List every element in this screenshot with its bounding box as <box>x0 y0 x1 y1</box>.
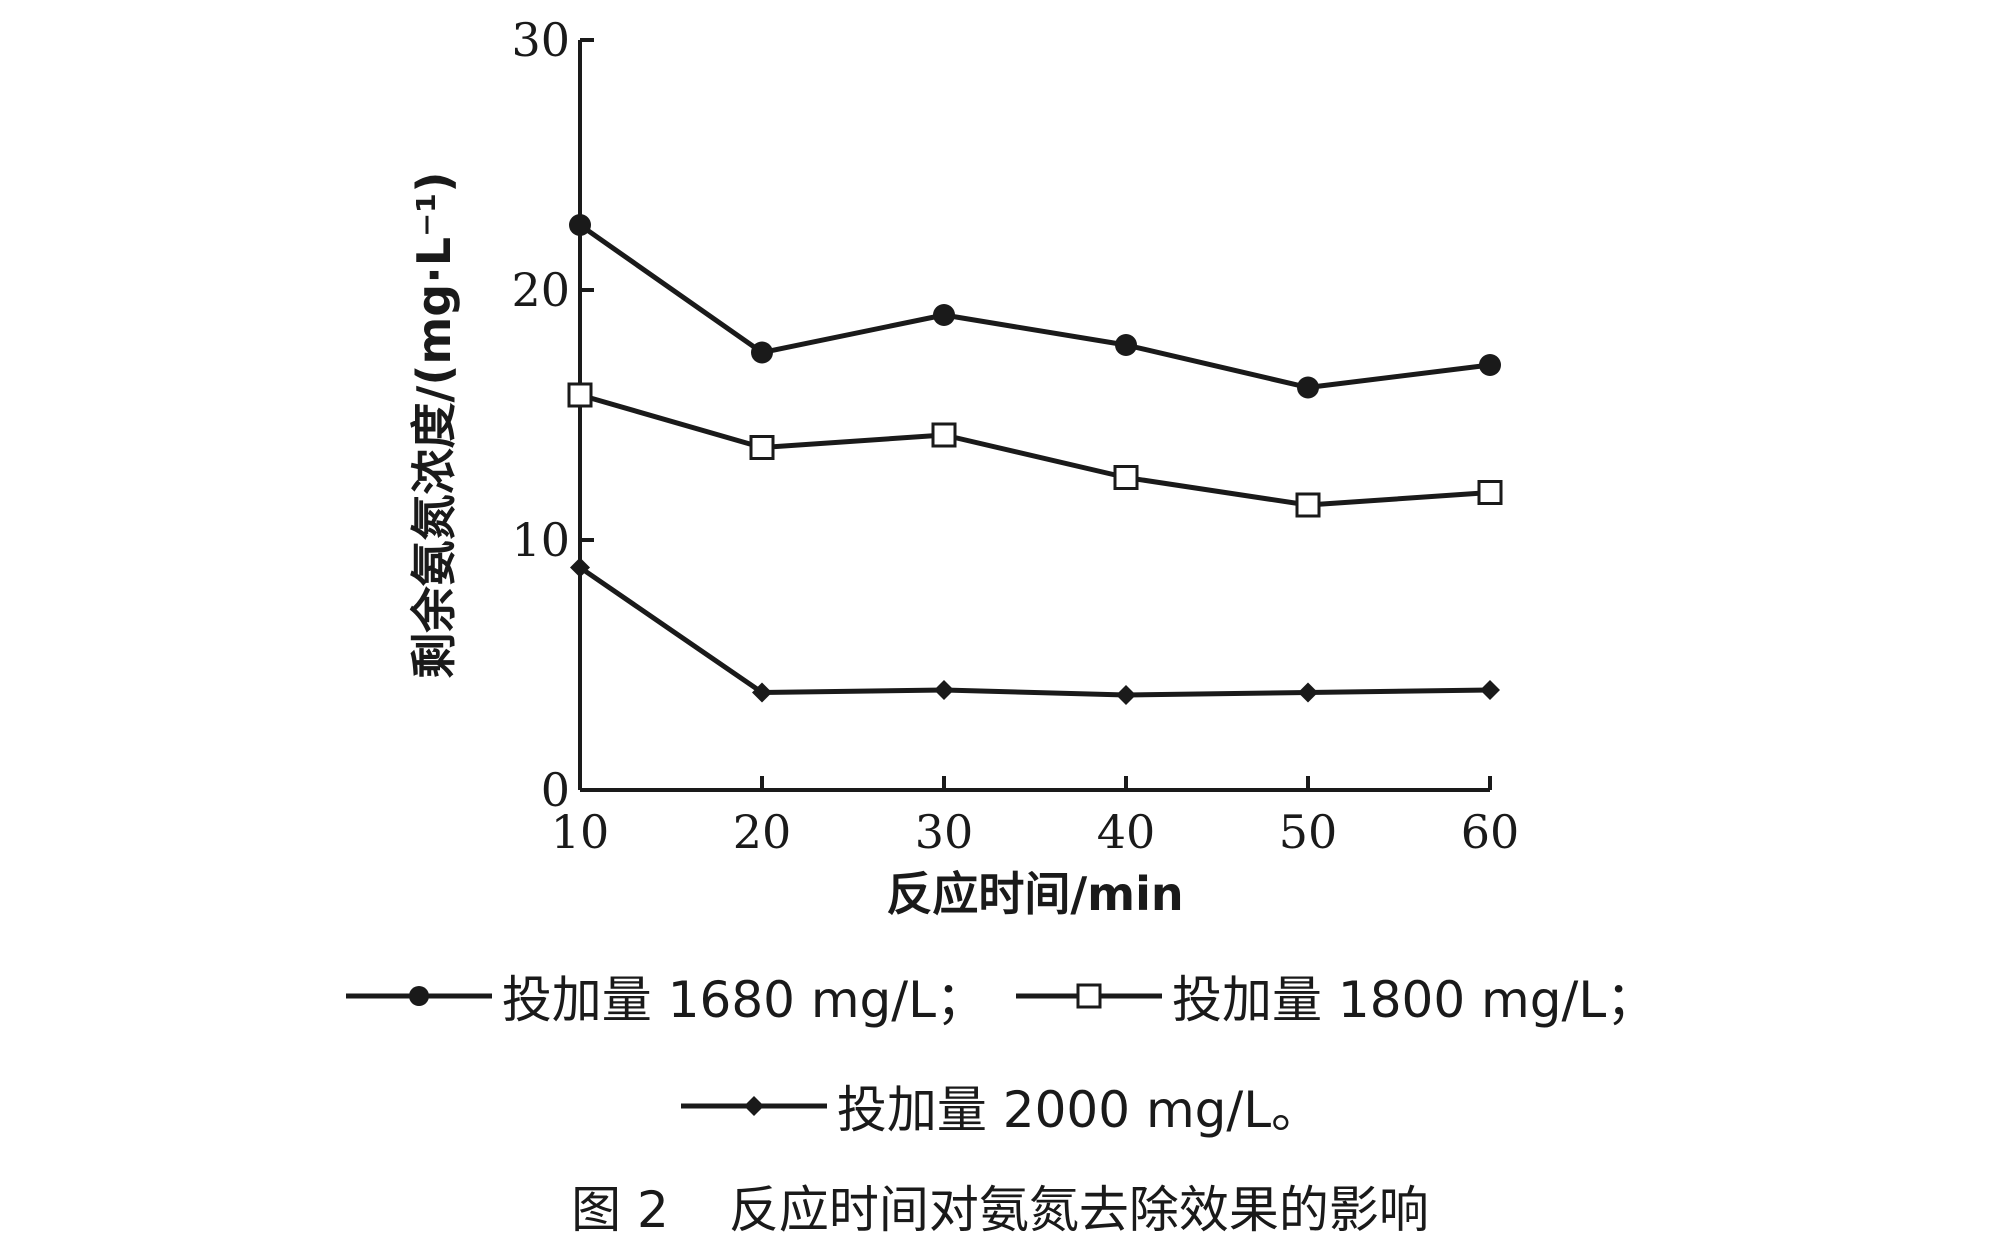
y-tick-label: 0 <box>541 763 570 817</box>
open-square-marker-icon <box>1016 983 1162 1009</box>
legend-label: 投加量 1680 mg/L； <box>501 971 986 1029</box>
x-tick-label: 10 <box>551 805 610 859</box>
data-point-1680 <box>751 341 773 364</box>
data-point-1680 <box>1479 354 1501 376</box>
x-tick-label: 60 <box>1461 805 1520 859</box>
data-point-1800 <box>567 382 593 408</box>
data-point-1800 <box>1295 492 1321 518</box>
data-point-1680 <box>933 304 955 326</box>
y-tick-label: 30 <box>511 13 570 67</box>
data-point-1680 <box>569 214 591 236</box>
filled-diamond-marker-icon <box>680 1096 827 1116</box>
data-point-2000 <box>1298 682 1318 703</box>
legend-row-2: 投加量 2000 mg/L。 <box>0 1070 2000 1142</box>
y-tick-label: 20 <box>511 263 570 317</box>
data-point-2000 <box>934 680 954 700</box>
x-tick-label: 20 <box>733 805 792 859</box>
series-line-2000 <box>578 565 1491 698</box>
data-point-1680 <box>1297 376 1319 399</box>
legend-item-1680: 投加量 1680 mg/L； <box>344 960 986 1032</box>
legend-label: 投加量 2000 mg/L。 <box>836 1081 1322 1139</box>
caption-number: 图 2 <box>571 1181 669 1239</box>
data-point-2000 <box>752 682 772 703</box>
series-line-1680 <box>578 222 1491 390</box>
x-tick-label: 50 <box>1279 805 1338 859</box>
series-layer <box>567 214 1503 705</box>
y-axis-title: 剩余氨氮浓度/(mg·L⁻¹) <box>407 172 461 679</box>
legend-item-1800: 投加量 1800 mg/L； <box>1014 960 1656 1032</box>
caption-text: 反应时间对氨氮去除效果的影响 <box>728 1181 1429 1239</box>
data-point-2000 <box>570 557 590 578</box>
data-point-1800 <box>749 435 775 460</box>
data-point-1800 <box>1477 480 1503 505</box>
x-tick-label: 40 <box>1097 805 1156 859</box>
data-point-1800 <box>1113 465 1139 490</box>
data-point-1800 <box>931 422 957 448</box>
data-point-1680 <box>1115 334 1137 356</box>
data-point-2000 <box>1480 680 1500 700</box>
series-line-1800 <box>579 392 1491 508</box>
legend-item-2000: 投加量 2000 mg/L。 <box>679 1070 1321 1142</box>
filled-circle-marker-icon <box>345 986 492 1006</box>
x-tick-label: 30 <box>915 805 974 859</box>
legend-row-1: 投加量 1680 mg/L； 投加量 1800 mg/L； <box>0 960 2000 1032</box>
figure-caption: 图 2 反应时间对氨氮去除效果的影响 <box>0 1170 2000 1242</box>
legend-label: 投加量 1800 mg/L； <box>1172 971 1657 1029</box>
x-axis-title: 反应时间/min <box>886 867 1183 921</box>
y-tick-label: 10 <box>511 513 570 567</box>
data-point-2000 <box>1116 685 1136 705</box>
